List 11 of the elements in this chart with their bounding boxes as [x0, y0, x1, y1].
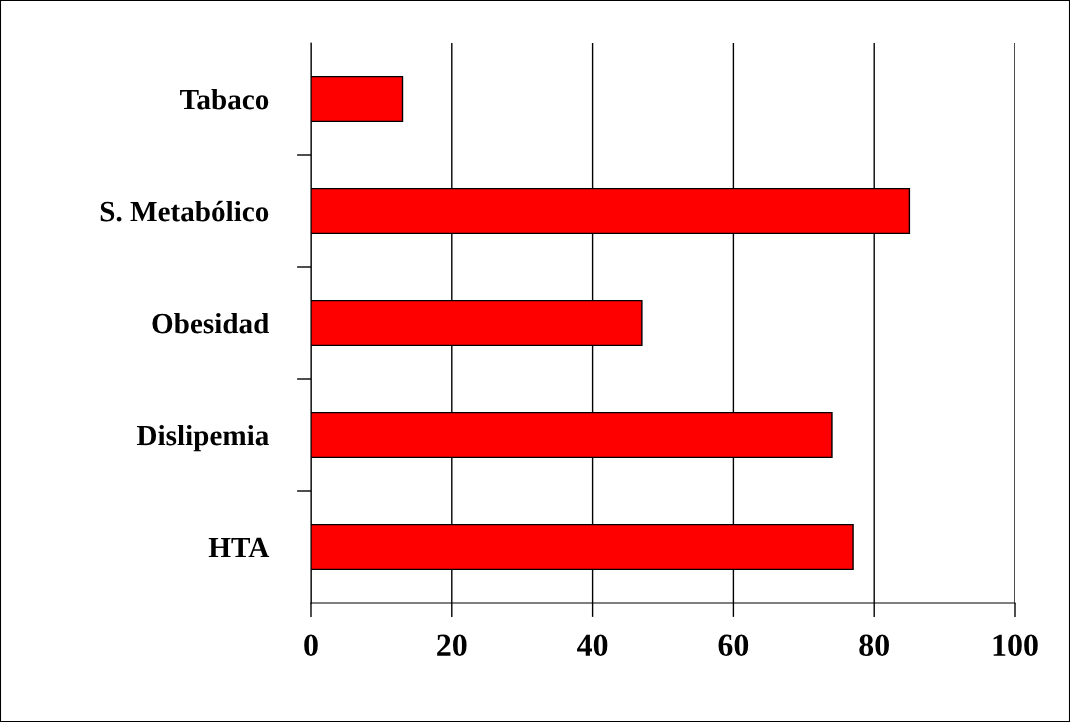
- x-tick-label: 60: [718, 634, 749, 657]
- y-tick-label: Tabaco: [180, 88, 269, 110]
- x-tick-label: 100: [993, 634, 1038, 657]
- y-tick-label: HTA: [208, 537, 270, 558]
- x-tick-label: 80: [859, 634, 889, 657]
- y-tick-label: S. Metabólico: [100, 200, 269, 222]
- x-tick-label: 40: [577, 634, 608, 657]
- y-tick-label: Dislipemia: [136, 424, 269, 452]
- x-tick-label: 0: [304, 634, 318, 657]
- y-tick-label: Obesidad: [152, 312, 270, 334]
- x-tick-label: 20: [437, 634, 467, 657]
